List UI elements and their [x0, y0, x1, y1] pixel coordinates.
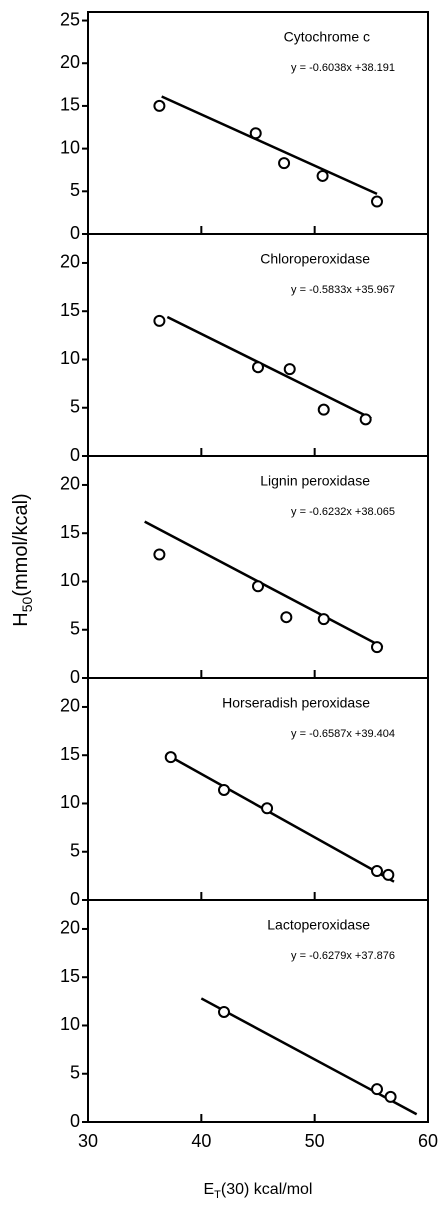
panel-title: Lactoperoxidase: [267, 917, 370, 933]
data-point: [164, 751, 177, 764]
data-point: [283, 363, 296, 376]
fit-line: [161, 95, 378, 196]
data-point: [153, 314, 166, 327]
y-tick-label: 20: [60, 252, 80, 272]
fit-equation: y = -0.6038x +38.191: [291, 62, 395, 74]
y-tick-label: 25: [60, 9, 80, 29]
fit-line: [172, 757, 395, 883]
y-tick-label: 0: [70, 889, 80, 909]
panel-frame: [87, 899, 429, 1123]
y-tick-label: 20: [60, 474, 80, 494]
fit-equation: y = -0.6232x +38.065: [291, 506, 395, 518]
fit-equation: y = -0.6587x +39.404: [291, 728, 395, 740]
data-point: [261, 802, 274, 815]
x-axis-label: ET(30) kcal/mol: [204, 1181, 313, 1201]
y-tick-label: 10: [60, 348, 80, 368]
x-label-main: E: [204, 1181, 215, 1198]
x-tick-label: 30: [78, 1131, 98, 1151]
y-tick-label: 0: [70, 667, 80, 687]
y-tick-label: 5: [70, 840, 80, 860]
y-tick-label: 5: [70, 1062, 80, 1082]
y-tick-label: 15: [60, 966, 80, 986]
y-tick-label: 20: [60, 918, 80, 938]
panel-title: Chloroperoxidase: [260, 251, 370, 267]
data-point: [371, 641, 383, 654]
data-point: [249, 127, 262, 140]
y-tick-label: 15: [60, 522, 80, 542]
data-point: [316, 169, 329, 182]
data-point: [382, 868, 395, 881]
y-tick-label: 20: [60, 52, 80, 72]
data-point: [384, 1090, 397, 1103]
data-point: [359, 413, 372, 426]
data-point: [278, 157, 291, 170]
y-tick-label: 15: [60, 95, 80, 115]
y-tick-label: 5: [70, 396, 80, 416]
data-point: [218, 783, 230, 796]
fit-line: [200, 997, 418, 1116]
data-point: [371, 195, 383, 208]
panel-title: Horseradish peroxidase: [222, 695, 370, 711]
data-point: [371, 865, 383, 878]
panel-frame: [87, 233, 429, 457]
y-tick-label: 0: [70, 445, 80, 465]
y-tick-label: 0: [70, 1111, 80, 1131]
data-point: [218, 1005, 230, 1018]
y-tick-label: 5: [70, 618, 80, 638]
data-point: [371, 1083, 383, 1096]
x-label-sub: T: [214, 1189, 221, 1201]
y-tick-label: 10: [60, 570, 80, 590]
fit-equation: y = -0.6279x +37.876: [291, 950, 395, 962]
x-tick-label: 60: [418, 1131, 438, 1151]
y-tick-label: 10: [60, 792, 80, 812]
data-point: [153, 99, 166, 112]
y-tick-label: 10: [60, 137, 80, 157]
panel-title: Lignin peroxidase: [260, 473, 370, 489]
y-label-sub: 50: [19, 596, 35, 612]
data-point: [252, 580, 264, 593]
panel-title: Cytochrome c: [284, 29, 370, 45]
x-tick-label: 50: [305, 1131, 325, 1151]
y-tick-label: 10: [60, 1014, 80, 1034]
fit-line: [166, 315, 372, 420]
y-tick-label: 0: [70, 223, 80, 243]
fit-equation: y = -0.5833x +35.967: [291, 284, 395, 296]
x-tick-label: 40: [191, 1131, 211, 1151]
data-point: [153, 548, 166, 561]
x-label-rest: (30) kcal/mol: [221, 1181, 313, 1198]
y-tick-label: 15: [60, 300, 80, 320]
data-point: [280, 611, 293, 624]
y-label-main: H: [10, 612, 32, 626]
y-axis-label: H50(mmol/kcal): [10, 493, 34, 626]
y-tick-label: 20: [60, 696, 80, 716]
data-point: [317, 403, 330, 416]
y-tick-label: 5: [70, 180, 80, 200]
data-point: [317, 613, 330, 626]
y-label-rest: (mmol/kcal): [10, 493, 32, 596]
data-point: [252, 361, 264, 374]
y-tick-label: 15: [60, 744, 80, 764]
